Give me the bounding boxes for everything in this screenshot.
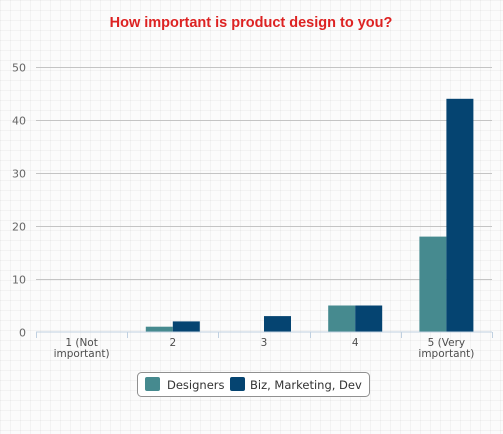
bar xyxy=(264,316,291,332)
x-tick-label: important) xyxy=(54,348,110,360)
legend-swatch xyxy=(145,377,160,391)
bar xyxy=(355,305,383,332)
gridlines xyxy=(36,67,492,280)
y-tick-label: 30 xyxy=(12,168,26,181)
chart-title: How important is product design to you? xyxy=(110,15,393,31)
y-tick-label: 20 xyxy=(12,221,26,234)
bars xyxy=(145,98,474,332)
y-tick-label: 10 xyxy=(12,274,26,287)
legend-swatch xyxy=(230,377,245,391)
y-axis-ticks: 0 10 20 30 40 50 xyxy=(12,62,26,340)
x-tick-label: 5 (Very xyxy=(428,337,465,349)
x-tick-label: 3 xyxy=(261,337,268,349)
bar xyxy=(145,326,173,332)
legend-label: Biz, Marketing, Dev xyxy=(250,378,362,392)
x-tick-label: important) xyxy=(418,348,474,360)
bar xyxy=(419,236,447,332)
legend-label: Designers xyxy=(167,378,225,392)
y-tick-label: 40 xyxy=(12,115,26,128)
x-tick-label: 2 xyxy=(169,337,176,349)
y-tick-label: 50 xyxy=(12,62,26,75)
bar xyxy=(328,305,356,332)
bar xyxy=(446,98,474,332)
y-tick-label: 0 xyxy=(19,327,26,340)
legend-box xyxy=(137,372,370,397)
legend: Designers Biz, Marketing, Dev xyxy=(137,372,370,397)
x-tick-label: 1 (Not xyxy=(65,337,98,349)
x-tick-label: 4 xyxy=(352,337,359,349)
bar xyxy=(172,321,200,332)
